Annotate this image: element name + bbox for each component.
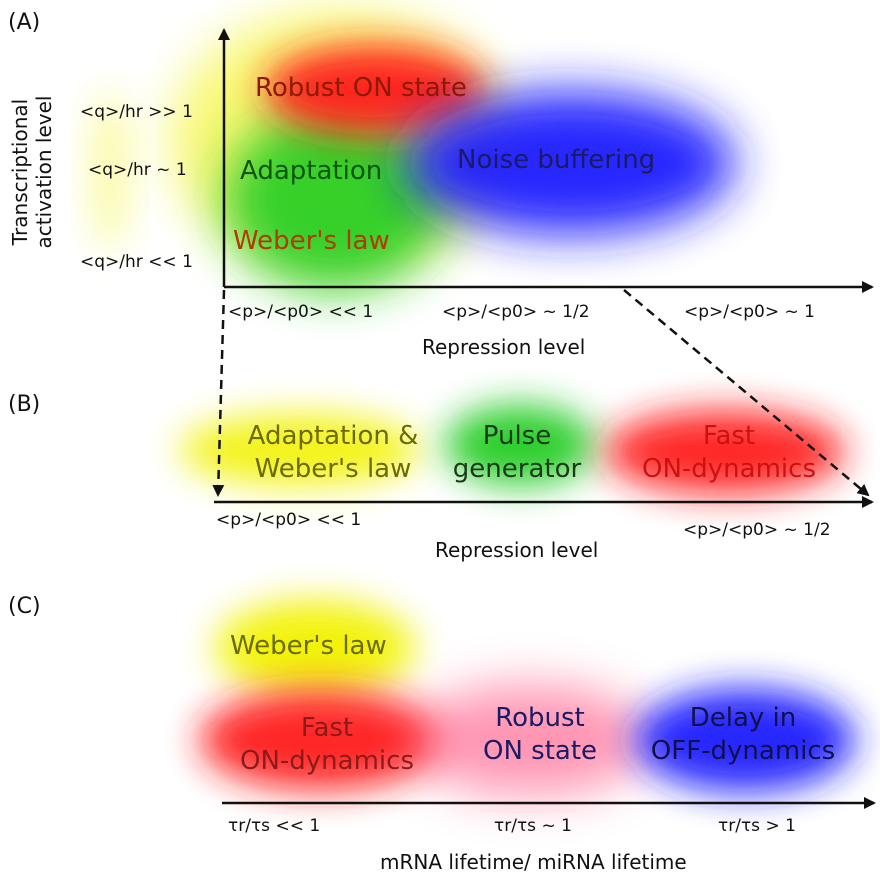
panel-c-x-tick-low: τr/τs << 1 xyxy=(228,816,321,836)
blob-red-b xyxy=(605,410,845,494)
blob-pink-c xyxy=(410,685,650,795)
region-fast-on-dynamics-c: Fast ON-dynamics xyxy=(240,712,414,777)
region-pulse-line1: Pulse xyxy=(482,421,552,451)
panel-c-x-tick-mid: τr/τs ~ 1 xyxy=(494,816,572,836)
y-axis-title-line2: activation level xyxy=(32,95,56,249)
y-tick-high: <q>/hr >> 1 xyxy=(80,102,193,122)
region-fast-on-dynamics-b: Fast ON-dynamics xyxy=(642,420,816,485)
panel-b-blobs xyxy=(180,405,845,494)
panel-c-x-axis-title: mRNA lifetime/ miRNA lifetime xyxy=(380,850,687,874)
panel-c-x-tick-high: τr/τs > 1 xyxy=(718,816,796,836)
region-adaptation-webers: Adaptation & Weber's law xyxy=(248,420,419,485)
dashed-line-left xyxy=(212,289,226,497)
dashed-line-right xyxy=(623,289,870,497)
region-webers-law: Weber's law xyxy=(233,226,390,256)
panel-a-y-axis-title: Transcriptional activation level xyxy=(8,82,56,262)
blob-yellow-b xyxy=(180,414,420,486)
region-noise-buffering: Noise buffering xyxy=(457,145,656,175)
blob-green-a xyxy=(225,110,445,290)
region-delay-off-line2: OFF-dynamics xyxy=(650,735,836,766)
blob-yellow-a-left xyxy=(90,90,130,250)
blob-red-a xyxy=(265,45,485,135)
region-fast-on-b-line1: Fast xyxy=(702,421,756,451)
region-delay-off-line1: Delay in xyxy=(689,703,797,733)
panel-a-x-tick-mid: <p>/<p0> ~ 1/2 xyxy=(442,302,590,322)
blob-blue-c xyxy=(635,688,855,792)
region-robust-on-c-line2: ON state xyxy=(482,735,598,766)
region-robust-on-state-c: Robust ON state xyxy=(483,702,597,767)
blob-yellow-c xyxy=(215,600,415,696)
region-fast-on-c-line1: Fast xyxy=(300,713,354,743)
blob-green-b xyxy=(445,405,595,485)
panel-a-x-tick-high: <p>/<p0> ~ 1 xyxy=(684,302,815,322)
panel-a-label: (A) xyxy=(8,10,41,35)
panel-b-label: (B) xyxy=(8,392,41,417)
panel-a-blobs xyxy=(90,10,735,290)
blob-red-c xyxy=(200,690,440,790)
panel-b-x-tick-low: <p>/<p0> << 1 xyxy=(216,510,362,530)
panel-c-blobs xyxy=(200,600,855,795)
region-fast-on-c-line2: ON-dynamics xyxy=(240,745,414,776)
region-adaptation-webers-line1: Adaptation & xyxy=(247,421,419,451)
region-robust-on-state: Robust ON state xyxy=(255,73,467,103)
region-delay-off-dynamics: Delay in OFF-dynamics xyxy=(651,702,835,767)
region-pulse-line2: generator xyxy=(452,453,582,484)
y-tick-mid: <q>/hr ~ 1 xyxy=(88,160,187,180)
y-axis-title-line1: Transcriptional xyxy=(8,98,32,246)
region-adaptation: Adaptation xyxy=(240,156,383,186)
panel-b-x-axis-title: Repression level xyxy=(435,538,599,562)
region-adaptation-webers-line2: Weber's law xyxy=(254,453,412,484)
panel-c-label: (C) xyxy=(8,594,41,619)
panel-a-x-tick-low: <p>/<p0> << 1 xyxy=(228,302,374,322)
region-fast-on-b-line2: ON-dynamics xyxy=(642,453,816,484)
panel-a-x-axis-title: Repression level xyxy=(422,335,586,359)
region-pulse-generator: Pulse generator xyxy=(453,420,581,485)
blob-blue-a xyxy=(405,91,735,235)
region-webers-law-c: Weber's law xyxy=(230,631,387,661)
region-robust-on-c-line1: Robust xyxy=(495,703,585,733)
y-tick-low: <q>/hr << 1 xyxy=(80,252,193,272)
panel-b-x-tick-high: <p>/<p0> ~ 1/2 xyxy=(683,520,831,540)
